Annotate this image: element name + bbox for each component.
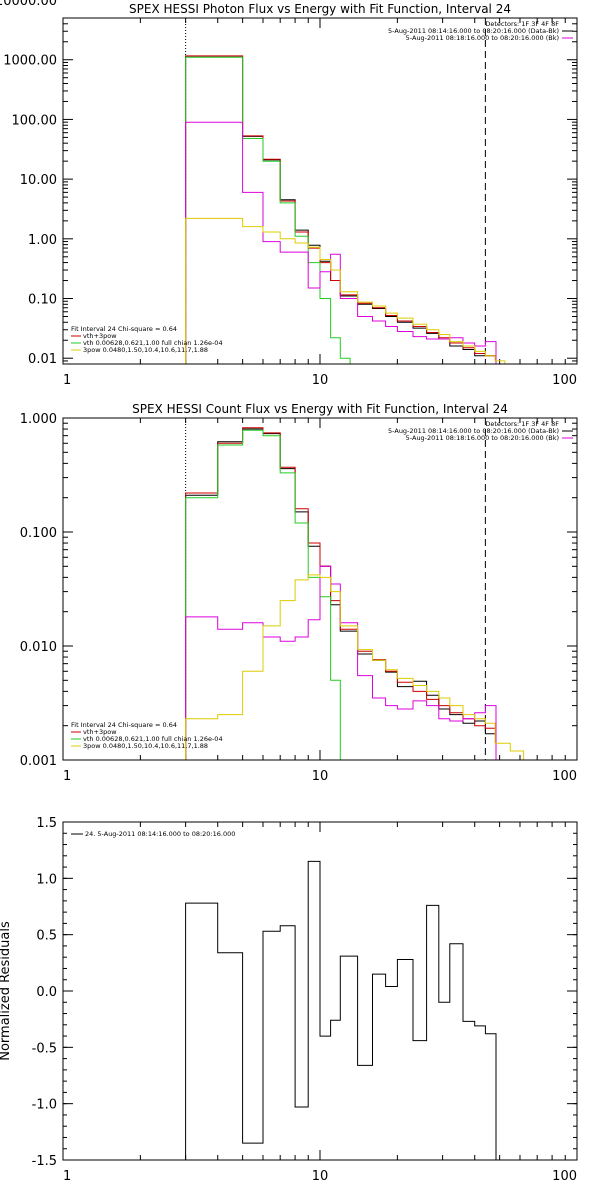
y-tick-label: 1.5 xyxy=(36,816,57,831)
y-tick-label: -0.5 xyxy=(32,1041,57,1056)
series-line-0 xyxy=(185,55,497,364)
x-tick-label: 1 xyxy=(63,373,71,388)
y-tick-label: 10.00 xyxy=(20,173,57,188)
series-line-4 xyxy=(185,574,567,760)
y-tick-label: 1.00 xyxy=(28,233,57,248)
series-line-1 xyxy=(185,55,497,364)
y-tick-label: 0.001 xyxy=(20,754,57,769)
series-line-2 xyxy=(185,429,351,760)
photon-flux-panel: SPEX HESSI Photon Flux vs Energy with Fi… xyxy=(0,0,578,388)
series-line-4 xyxy=(185,217,506,364)
series-line-1 xyxy=(185,427,497,760)
series-line-2 xyxy=(185,56,351,364)
legend-entry: Detectors: 1F 3F 4F 8F xyxy=(485,20,559,28)
legend-entry: vth 0.00628,0.621,1.00 full chian 1.26e-… xyxy=(83,339,223,347)
y-tick-label: 0.010 xyxy=(20,640,57,655)
legend-entry: 5-Aug-2011 08:18:16.000 to 08:20:16.000 … xyxy=(406,34,559,42)
x-tick-label: 10 xyxy=(312,769,329,784)
y-tick-label: 0.100 xyxy=(20,526,57,541)
chart-title: SPEX HESSI Count Flux vs Energy with Fit… xyxy=(132,402,508,416)
series-line-0 xyxy=(185,860,497,1160)
y-tick-label: 10000.00 xyxy=(0,0,57,9)
series-line-3 xyxy=(185,565,497,760)
y-tick-label: 100.00 xyxy=(12,113,58,128)
legend-entry: 24. 5-Aug-2011 08:14:16.000 to 08:20:16.… xyxy=(85,830,235,838)
x-tick-label: 100 xyxy=(552,373,577,388)
plot-frame xyxy=(62,17,578,365)
series-line-3 xyxy=(185,121,497,364)
y-tick-label: 1.0 xyxy=(36,872,57,887)
legend-entry: Fit Interval 24 Chi-square = 0.64 xyxy=(71,325,177,333)
y-tick-label: -1.5 xyxy=(32,1154,57,1169)
plot-frame xyxy=(62,821,578,1161)
x-tick-label: 1 xyxy=(63,769,71,784)
y-tick-label: 1.000 xyxy=(20,412,57,427)
y-tick-label: 0.0 xyxy=(36,985,57,1000)
legend-entry: vth 0.00628,0.621,1.00 full chian 1.26e-… xyxy=(83,735,223,743)
x-tick-label: 10 xyxy=(312,373,329,388)
x-tick-label: 100 xyxy=(552,1169,577,1184)
legend-entry: 3pow 0.0480,1.50,10.4,10.6,11.7,1.88 xyxy=(83,346,208,354)
y-tick-label: 1000.00 xyxy=(3,54,57,69)
legend-entry: 5-Aug-2011 08:18:16.000 to 08:20:16.000 … xyxy=(406,434,559,442)
legend-entry: 5-Aug-2011 08:14:16.000 to 08:20:16.000 … xyxy=(388,27,559,35)
count-flux-panel: SPEX HESSI Count Flux vs Energy with Fit… xyxy=(20,402,578,784)
series-line-0 xyxy=(185,428,497,760)
legend-entry: vth+3pow xyxy=(83,332,117,340)
y-tick-label: 0.5 xyxy=(36,929,57,944)
legend-entry: vth+3pow xyxy=(83,728,117,736)
legend-entry: 5-Aug-2011 08:14:16.000 to 08:20:16.000 … xyxy=(388,427,559,435)
chart-title: SPEX HESSI Photon Flux vs Energy with Fi… xyxy=(129,2,511,16)
plot-frame xyxy=(62,417,578,761)
y-tick-label: 0.01 xyxy=(28,352,57,367)
y-tick-label: 0.10 xyxy=(28,293,57,308)
x-tick-label: 1 xyxy=(63,1169,71,1184)
legend-entry: Fit Interval 24 Chi-square = 0.64 xyxy=(71,721,177,729)
legend-entry: 3pow 0.0480,1.50,10.4,10.6,11.7,1.88 xyxy=(83,742,208,750)
x-tick-label: 10 xyxy=(312,1169,329,1184)
x-tick-label: 100 xyxy=(552,769,577,784)
y-tick-label: -1.0 xyxy=(32,1098,57,1113)
residuals-panel: Normalized Residuals 1 10 100 -1.5 -1.0 -0.5 0.… xyxy=(0,816,578,1184)
y-axis-label: Normalized Residuals xyxy=(0,921,13,1061)
legend-entry: Detectors: 1F 3F 4F 8F xyxy=(485,420,559,428)
